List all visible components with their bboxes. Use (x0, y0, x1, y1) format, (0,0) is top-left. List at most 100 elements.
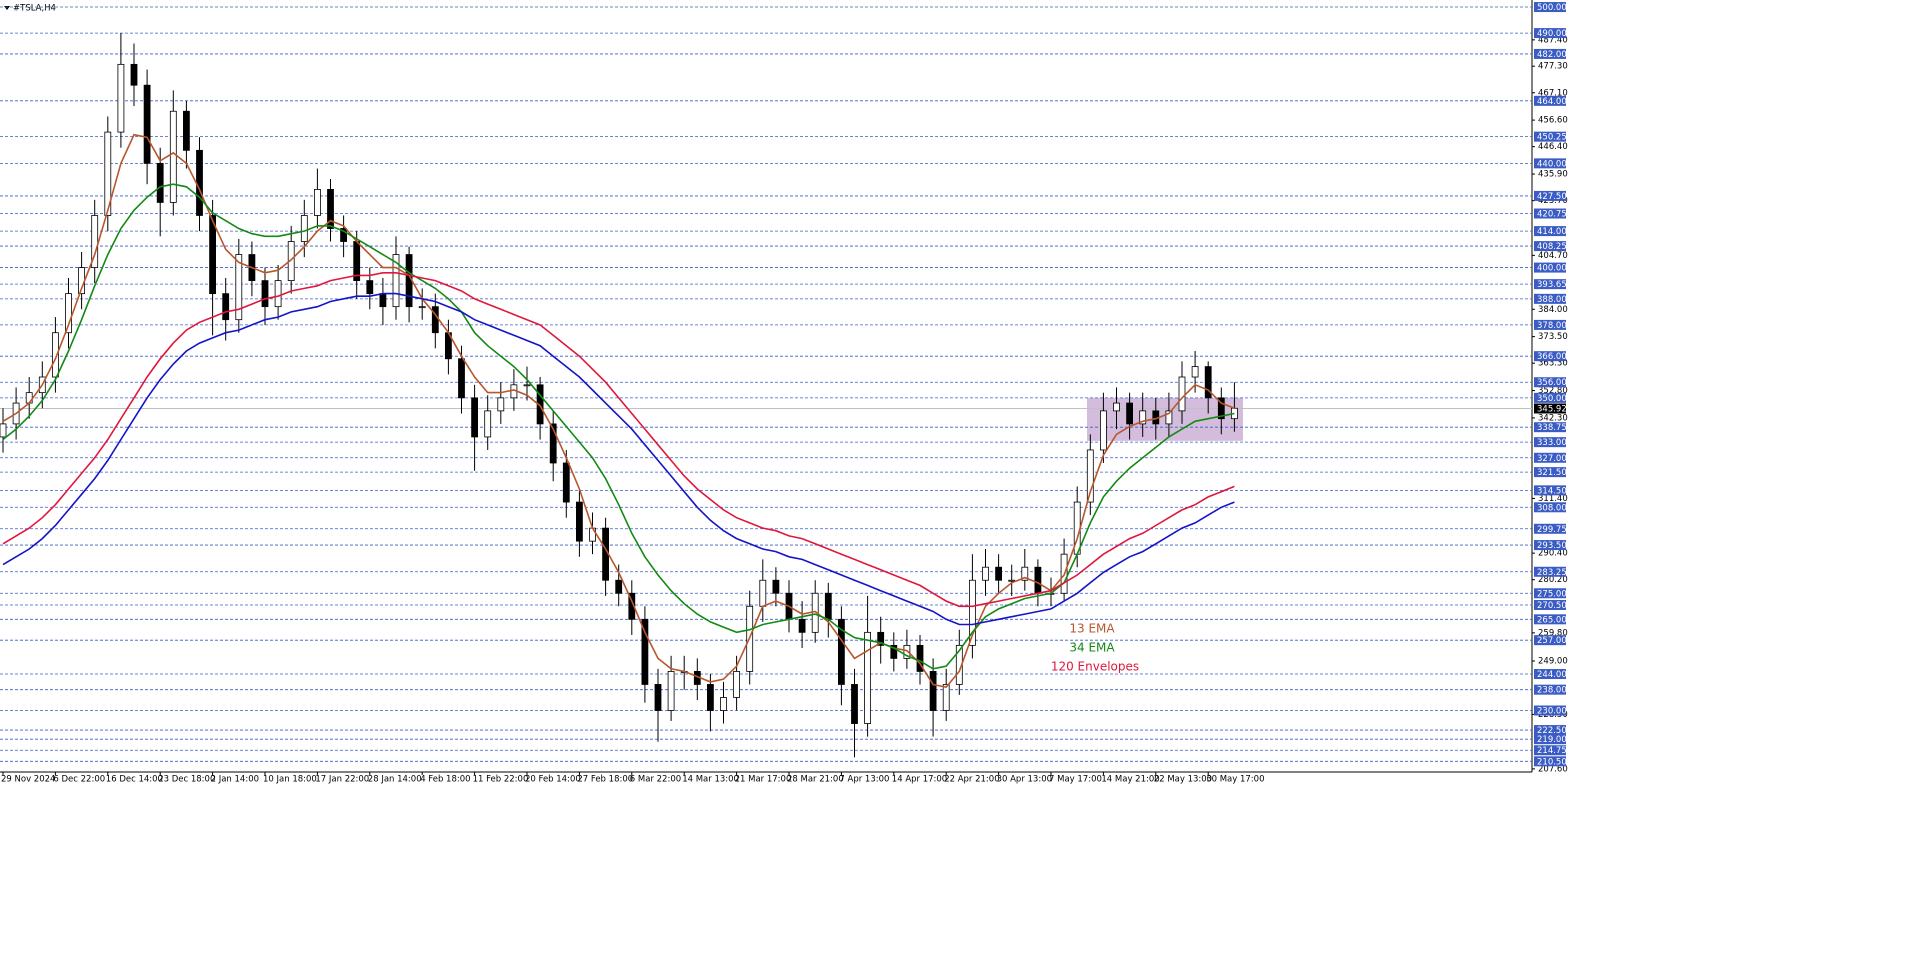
level-label: 420.75 (1537, 210, 1567, 220)
candle-body (838, 618, 845, 685)
x-tick-label: 29 Nov 2024 (1, 775, 55, 785)
candle-body (1113, 402, 1120, 412)
candle-body (65, 293, 72, 334)
level-label: 308.00 (1537, 503, 1567, 513)
level-label: 400.00 (1537, 264, 1567, 274)
candle-body (0, 423, 7, 438)
level-label-bg (1534, 422, 1566, 433)
candle-body (733, 671, 740, 698)
x-tick-label: 4 Feb 18:00 (420, 775, 470, 785)
candle-body (654, 684, 662, 711)
level-label: 408.25 (1537, 242, 1567, 252)
level-label: 427.50 (1537, 192, 1567, 202)
candle-body (759, 579, 767, 607)
x-tick-label: 7 Apr 13:00 (839, 775, 889, 785)
candle-body (1204, 366, 1212, 399)
candle-body (995, 566, 1002, 581)
candle-body (418, 306, 426, 309)
level-label: 222.50 (1537, 726, 1567, 736)
level-label: 230.00 (1537, 707, 1567, 717)
x-tick-label: 14 Mar 13:00 (682, 775, 739, 785)
x-tick-label: 14 Apr 17:00 (892, 775, 947, 785)
x-tick-label: 6 Dec 22:00 (53, 775, 105, 785)
candle-body (300, 215, 308, 242)
level-label: 393.65 (1537, 280, 1567, 290)
candle-body (851, 684, 858, 724)
level-label-bg (1534, 599, 1566, 610)
x-tick-label: 22 May 13:00 (1154, 775, 1212, 785)
candle-body (222, 293, 230, 321)
indicator-line (2, 272, 1235, 608)
level-label-bg (1534, 2, 1566, 13)
level-label-bg (1534, 485, 1566, 496)
candle-body (117, 63, 125, 133)
level-label: 378.00 (1537, 321, 1567, 331)
candle-body (1021, 566, 1029, 581)
legend-label: 120 Envelopes (1051, 660, 1139, 674)
x-tick-label: 20 Feb 14:00 (525, 775, 581, 785)
x-tick-label: 2 Jan 14:00 (211, 775, 259, 785)
candle-body (431, 306, 439, 334)
x-tick-label: 28 Mar 21:00 (787, 775, 844, 785)
indicator-line (2, 292, 1235, 626)
candle-body (91, 215, 99, 268)
y-tick-label: 404.70 (1538, 251, 1568, 261)
x-tick-label: 14 May 21:00 (1101, 775, 1159, 785)
candle-body (327, 189, 334, 229)
candle-body (287, 241, 295, 282)
candle-body (615, 579, 623, 594)
y-tick-label: 425.70 (1538, 196, 1568, 206)
level-label-bg (1534, 502, 1566, 513)
y-tick-label: 446.40 (1538, 142, 1568, 152)
level-label-bg (1534, 262, 1566, 273)
level-label-bg (1534, 540, 1566, 551)
x-tick-label: 7 May 17:00 (1049, 775, 1102, 785)
x-tick-label: 6 Mar 22:00 (630, 775, 681, 785)
level-label-bg (1534, 241, 1566, 252)
candle-body (772, 579, 780, 594)
level-label-bg (1534, 635, 1566, 646)
level-label: 244.00 (1537, 670, 1567, 680)
level-label: 257.00 (1537, 636, 1567, 646)
level-label: 356.00 (1537, 378, 1567, 388)
level-label-bg (1534, 734, 1566, 745)
candle-body (235, 254, 243, 321)
candle-body (379, 293, 387, 308)
last-price-label: 345.92 (1537, 404, 1567, 414)
candle-body (169, 110, 177, 203)
candle-body (1139, 410, 1147, 425)
candle-body (890, 644, 898, 659)
level-label: 293.50 (1537, 541, 1567, 551)
candle-body (484, 410, 492, 438)
candle-body (982, 566, 989, 581)
level-label-bg (1534, 745, 1566, 756)
candle-body (576, 501, 583, 542)
candle-body (720, 697, 727, 711)
candle-body (156, 162, 164, 203)
y-tick-label: 467.10 (1538, 88, 1568, 98)
level-label: 275.00 (1537, 589, 1567, 599)
candle-body (274, 280, 282, 308)
last-price-label-bg (1534, 403, 1566, 414)
candle-body (1165, 410, 1173, 425)
y-tick-label: 456.60 (1538, 116, 1568, 126)
candle-body (864, 631, 871, 724)
y-tick-label: 342.30 (1538, 413, 1568, 423)
indicator-line (2, 133, 1235, 688)
candle-body (1008, 579, 1016, 582)
x-tick-label: 30 Apr 13:00 (997, 775, 1052, 785)
candle-body (824, 592, 832, 620)
level-label: 327.00 (1537, 454, 1567, 464)
y-tick-label: 487.40 (1538, 35, 1568, 45)
level-label: 238.00 (1537, 686, 1567, 696)
x-tick-label: 17 Jan 22:00 (315, 775, 369, 785)
candle-body (392, 254, 400, 308)
level-label-bg (1534, 190, 1566, 201)
level-label-bg (1534, 131, 1566, 142)
candle-body (1086, 449, 1094, 503)
level-label-bg (1534, 28, 1566, 39)
candle-body (523, 384, 531, 387)
candle-body (366, 280, 374, 295)
candle-body (1126, 402, 1133, 425)
